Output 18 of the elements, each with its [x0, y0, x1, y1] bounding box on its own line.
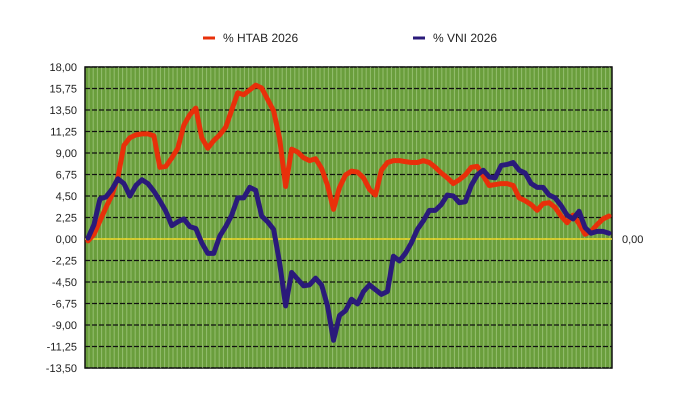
y-tick-label: 0,00	[56, 234, 77, 246]
y-tick-label: -11,25	[46, 341, 77, 354]
y-tick-label: -6,75	[52, 298, 77, 310]
legend-label: % HTAB 2026	[223, 31, 298, 46]
ref-line-label: 0,00	[622, 234, 644, 246]
y-tick-label: -13,50	[46, 362, 77, 375]
y-tick-label: -2,25	[52, 255, 77, 268]
y-tick-label: 13,50	[49, 104, 77, 117]
y-tick-label: 2,25	[56, 212, 77, 224]
y-tick-label: -9,00	[52, 320, 77, 332]
y-tick-label: 18,00	[49, 62, 77, 74]
y-tick-label: 15,75	[49, 83, 77, 96]
y-tick-label: 4,50	[56, 190, 77, 203]
y-tick-label: 6,75	[56, 169, 77, 182]
y-tick-label: -4,50	[52, 276, 77, 289]
y-tick-label: 11,25	[50, 126, 77, 138]
legend-label: % VNI 2026	[433, 31, 498, 46]
y-tick-label: 9,00	[56, 148, 77, 160]
